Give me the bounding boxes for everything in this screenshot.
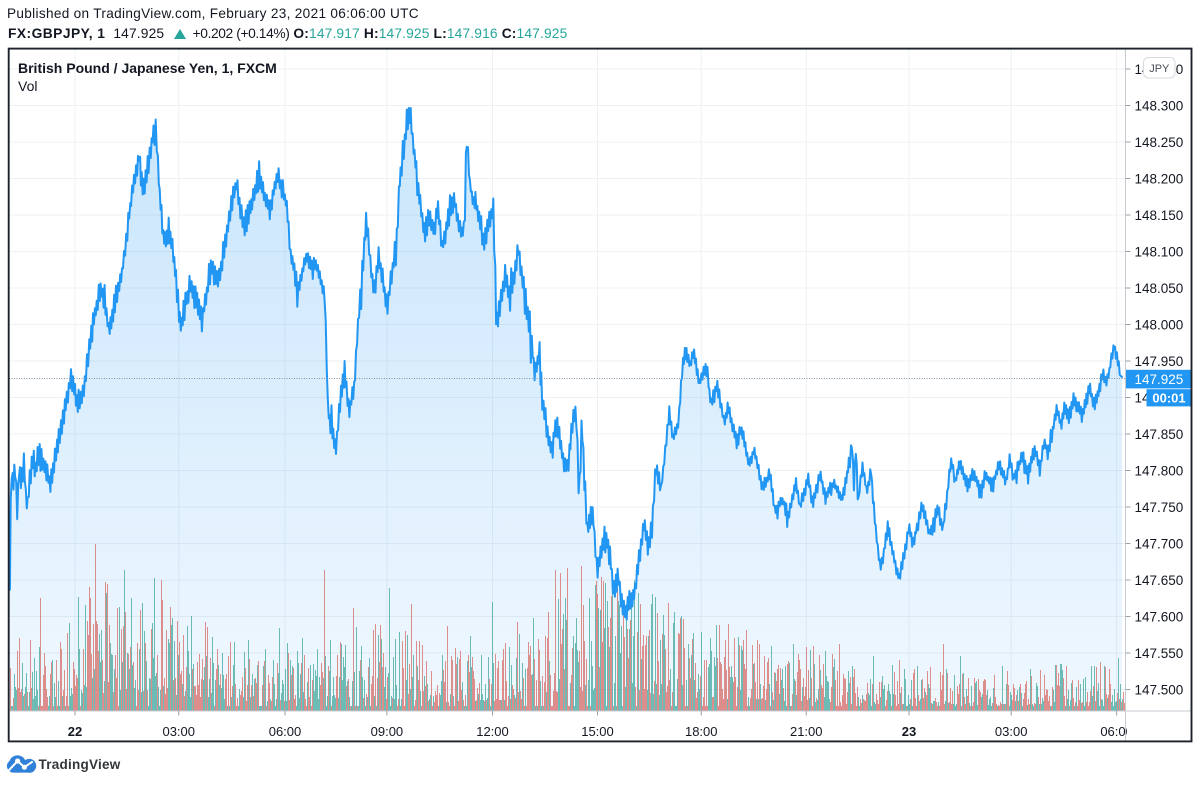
svg-text:18:00: 18:00 [685,724,718,739]
svg-text:147.500: 147.500 [1135,682,1184,697]
svg-text:148.050: 148.050 [1135,281,1184,296]
svg-text:22: 22 [68,724,82,739]
svg-text:06:00: 06:00 [269,724,302,739]
svg-text:148.300: 148.300 [1135,98,1184,113]
svg-text:JPY: JPY [1149,63,1170,75]
svg-text:147.600: 147.600 [1135,609,1184,624]
svg-text:03:00: 03:00 [995,724,1028,739]
svg-text:147.850: 147.850 [1135,427,1184,442]
svg-text:147.650: 147.650 [1135,573,1184,588]
svg-text:23: 23 [902,724,916,739]
svg-text:British Pound / Japanese Yen,: British Pound / Japanese Yen, 1, FXCM [18,60,277,76]
svg-text:147.925: 147.925 [1135,372,1184,387]
svg-text:21:00: 21:00 [790,724,823,739]
svg-text:Vol: Vol [18,78,37,94]
svg-text:148.150: 148.150 [1135,208,1184,223]
svg-text:147.800: 147.800 [1135,463,1184,478]
svg-text:148.000: 148.000 [1135,317,1184,332]
svg-text:12:00: 12:00 [476,724,509,739]
svg-text:03:00: 03:00 [162,724,195,739]
svg-text:148.100: 148.100 [1135,244,1184,259]
svg-text:15:00: 15:00 [581,724,614,739]
svg-text:06:00: 06:00 [1100,724,1133,739]
svg-text:148.200: 148.200 [1135,171,1184,186]
svg-text:147.950: 147.950 [1135,354,1184,369]
svg-text:147.550: 147.550 [1135,646,1184,661]
svg-text:09:00: 09:00 [371,724,404,739]
svg-text:00:01: 00:01 [1152,391,1185,406]
svg-text:148.250: 148.250 [1135,135,1184,150]
svg-text:147.750: 147.750 [1135,500,1184,515]
svg-text:147.700: 147.700 [1135,536,1184,551]
